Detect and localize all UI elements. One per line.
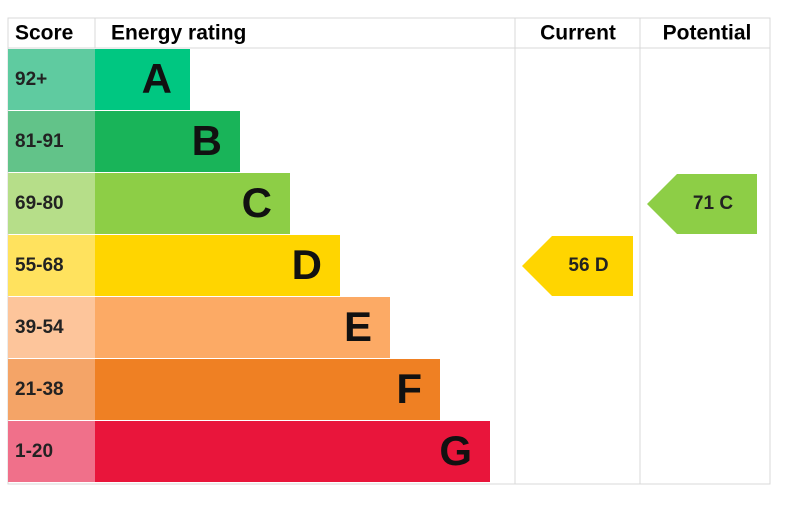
rating-bar	[95, 359, 440, 420]
score-cell	[8, 111, 95, 172]
rating-letter: E	[344, 303, 372, 350]
current-arrow	[522, 236, 633, 296]
header-potential: Potential	[663, 22, 752, 45]
potential-label: 71 C	[693, 193, 733, 214]
rating-letter: F	[396, 365, 422, 412]
score-range: 1-20	[15, 441, 53, 462]
rating-letter: D	[292, 241, 322, 288]
rating-bar	[95, 421, 490, 482]
header-energy-rating: Energy rating	[111, 22, 246, 45]
score-cell	[8, 49, 95, 110]
header-current: Current	[540, 22, 616, 45]
rating-bar	[95, 49, 190, 110]
score-cell	[8, 359, 95, 420]
rating-letter: A	[142, 55, 172, 102]
score-range: 21-38	[15, 379, 64, 400]
score-cell	[8, 173, 95, 234]
header-score: Score	[15, 22, 73, 45]
score-cell	[8, 297, 95, 358]
score-range: 92+	[15, 69, 47, 90]
rating-bar	[95, 173, 290, 234]
rating-letter: B	[192, 117, 222, 164]
score-range: 39-54	[15, 317, 64, 338]
potential-arrow	[647, 174, 757, 234]
rating-bar	[95, 235, 340, 296]
score-cell	[8, 235, 95, 296]
score-range: 69-80	[15, 193, 64, 214]
score-range: 81-91	[15, 131, 64, 152]
rating-letter: C	[242, 179, 272, 226]
rating-bar	[95, 111, 240, 172]
rating-bar	[95, 297, 390, 358]
score-cell	[8, 421, 95, 482]
current-label: 56 D	[568, 255, 608, 276]
score-range: 55-68	[15, 255, 64, 276]
rating-letter: G	[439, 427, 472, 474]
